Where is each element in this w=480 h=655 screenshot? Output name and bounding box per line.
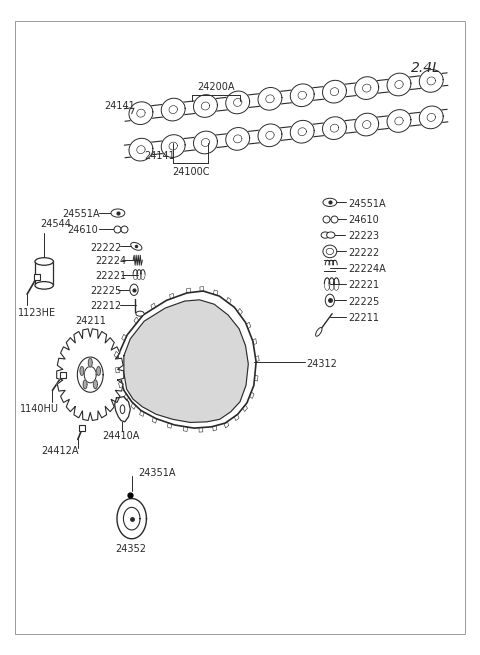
Polygon shape xyxy=(80,367,84,375)
Polygon shape xyxy=(419,69,443,92)
Ellipse shape xyxy=(323,198,337,206)
Ellipse shape xyxy=(35,282,53,289)
Polygon shape xyxy=(419,106,443,129)
Polygon shape xyxy=(57,329,124,421)
Text: 24211: 24211 xyxy=(75,316,106,326)
Text: 24141: 24141 xyxy=(144,151,175,161)
Text: 24141: 24141 xyxy=(104,101,135,111)
Text: 24200A: 24200A xyxy=(197,82,235,92)
Text: 24100C: 24100C xyxy=(172,166,209,177)
Text: 22221: 22221 xyxy=(95,271,126,281)
Ellipse shape xyxy=(326,248,334,255)
Text: 24610: 24610 xyxy=(348,215,379,225)
Ellipse shape xyxy=(131,242,142,250)
Polygon shape xyxy=(117,498,146,539)
Polygon shape xyxy=(118,291,256,428)
Text: 22224: 22224 xyxy=(95,257,126,267)
Text: 24544: 24544 xyxy=(40,219,72,229)
Ellipse shape xyxy=(120,405,125,414)
Polygon shape xyxy=(290,84,314,107)
Polygon shape xyxy=(226,91,250,114)
Text: 22211: 22211 xyxy=(348,313,379,323)
Polygon shape xyxy=(323,117,347,140)
Polygon shape xyxy=(129,102,153,124)
Bar xyxy=(35,261,53,286)
Polygon shape xyxy=(258,88,282,110)
Text: 24551A: 24551A xyxy=(348,198,386,209)
Polygon shape xyxy=(124,300,248,422)
Polygon shape xyxy=(355,77,379,100)
Polygon shape xyxy=(193,94,217,117)
Polygon shape xyxy=(84,367,96,383)
Polygon shape xyxy=(290,121,314,143)
Text: 24312: 24312 xyxy=(306,359,337,369)
Text: 22224A: 22224A xyxy=(348,264,386,274)
Ellipse shape xyxy=(315,328,322,336)
Text: 22221: 22221 xyxy=(348,280,379,290)
Ellipse shape xyxy=(111,209,125,217)
Text: 22212: 22212 xyxy=(90,301,121,311)
Text: 22225: 22225 xyxy=(348,297,380,307)
Polygon shape xyxy=(115,397,131,422)
Text: 22222: 22222 xyxy=(90,242,121,253)
Polygon shape xyxy=(323,81,347,103)
Polygon shape xyxy=(123,508,140,530)
Polygon shape xyxy=(387,73,411,96)
Text: 24351A: 24351A xyxy=(139,468,176,477)
Text: 1140HU: 1140HU xyxy=(20,404,59,414)
Polygon shape xyxy=(355,113,379,136)
Text: 22222: 22222 xyxy=(348,248,380,257)
Text: 22225: 22225 xyxy=(90,286,121,296)
Text: 22223: 22223 xyxy=(348,231,379,241)
Ellipse shape xyxy=(323,245,337,257)
Polygon shape xyxy=(83,380,87,388)
Polygon shape xyxy=(193,131,217,154)
Text: 24410A: 24410A xyxy=(102,430,139,441)
Ellipse shape xyxy=(130,284,138,295)
Ellipse shape xyxy=(325,294,335,307)
Polygon shape xyxy=(129,138,153,161)
Text: 1123HE: 1123HE xyxy=(18,308,56,318)
Polygon shape xyxy=(161,135,185,157)
Polygon shape xyxy=(258,124,282,147)
Text: 24352: 24352 xyxy=(115,544,146,554)
Polygon shape xyxy=(88,358,92,367)
Polygon shape xyxy=(77,357,103,392)
Polygon shape xyxy=(226,128,250,150)
Polygon shape xyxy=(161,98,185,121)
Text: 24412A: 24412A xyxy=(41,446,78,456)
Ellipse shape xyxy=(321,232,329,238)
Text: 24610: 24610 xyxy=(67,225,98,235)
Ellipse shape xyxy=(326,232,335,238)
Polygon shape xyxy=(96,367,100,375)
Ellipse shape xyxy=(136,311,144,316)
Text: 2.4L: 2.4L xyxy=(410,62,440,75)
Polygon shape xyxy=(94,380,97,388)
Text: 24551A: 24551A xyxy=(62,210,100,219)
Polygon shape xyxy=(387,109,411,132)
Ellipse shape xyxy=(35,257,53,265)
